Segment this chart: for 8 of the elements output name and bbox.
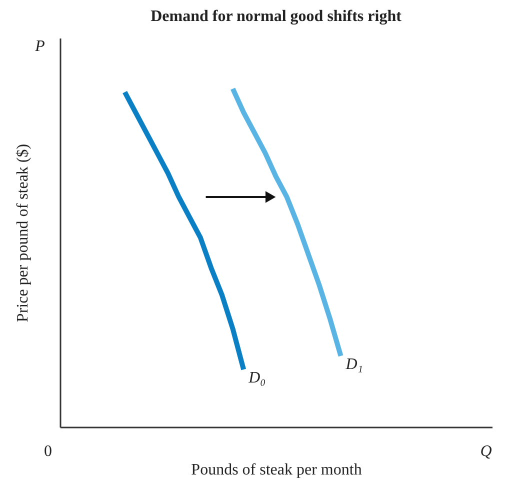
y-axis-title: Price per pound of steak ($) — [14, 144, 32, 322]
series-label: D₁ — [344, 356, 363, 373]
text: 0 — [44, 443, 52, 460]
chart-title: Demand for normal good shifts right — [150, 8, 402, 25]
x-axis-title: Pounds of steak per month — [191, 462, 362, 478]
text: Q — [480, 443, 492, 460]
text: P — [34, 38, 46, 55]
series-label: D₀ — [248, 369, 266, 386]
